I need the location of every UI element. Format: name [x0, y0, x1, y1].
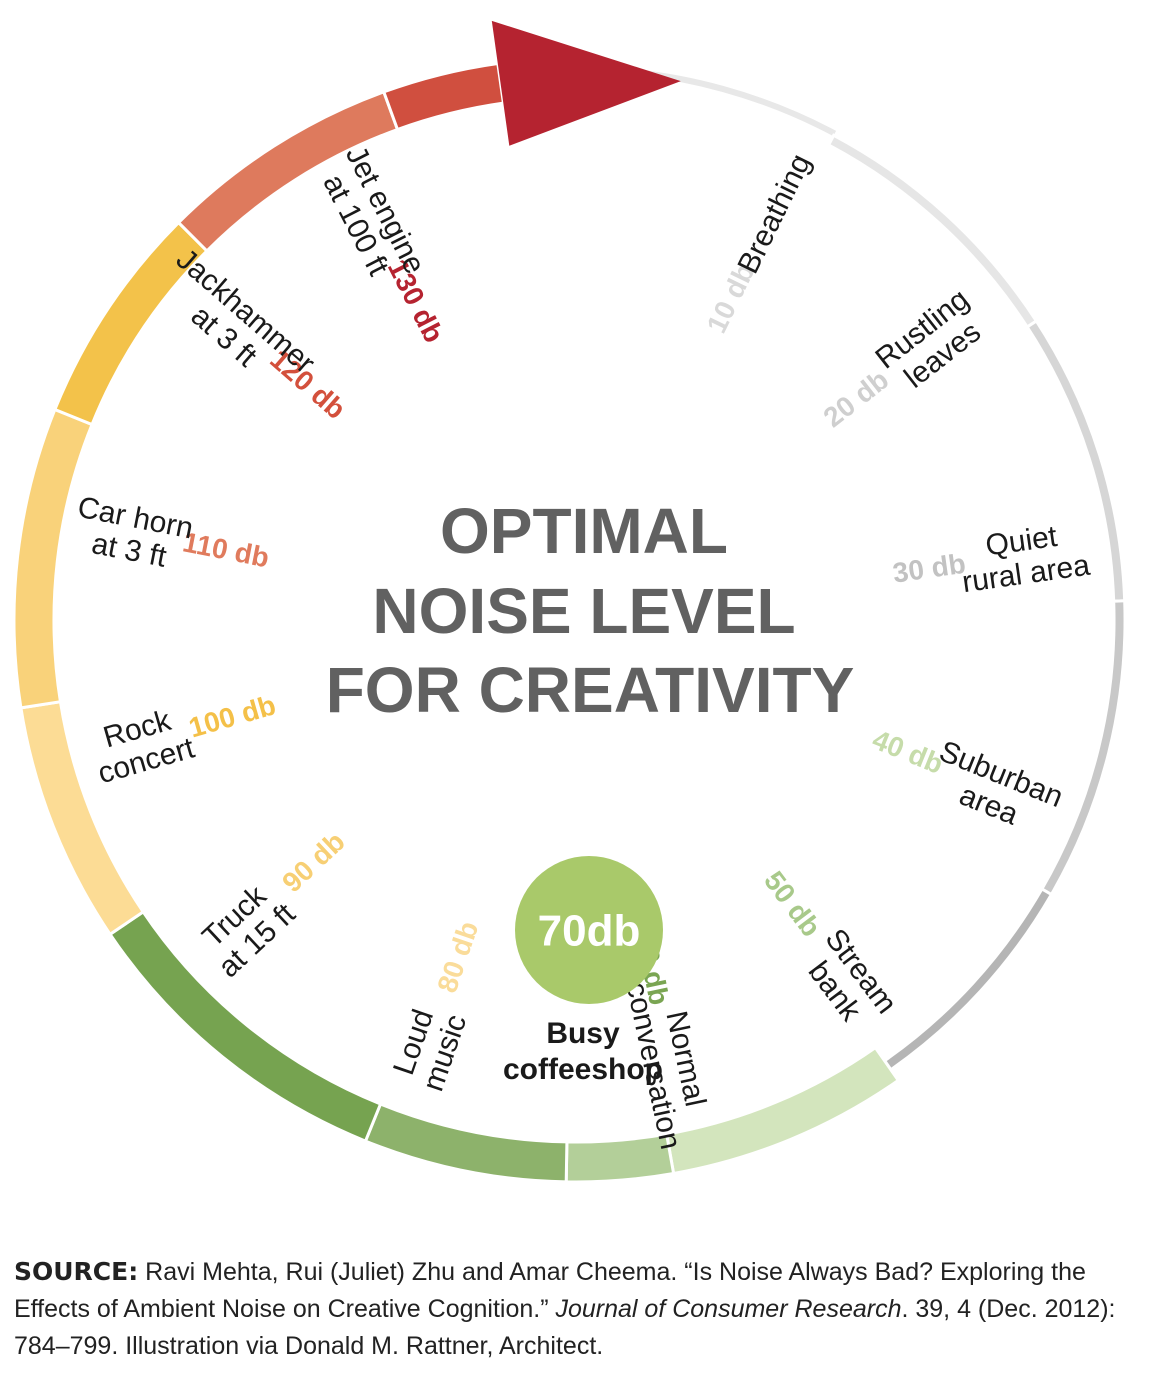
arc-segment-40-db: [882, 886, 1054, 1072]
optimal-label-line-2: coffeeshop: [503, 1053, 663, 1086]
db-value-110-db: 110 db: [180, 526, 271, 573]
db-value-100-db: 100 db: [185, 689, 279, 743]
optimal-level-circle: [515, 856, 663, 1004]
diagram-title: OPTIMAL NOISE LEVEL FOR CREATIVITY: [326, 495, 855, 726]
title-line-3: FOR CREATIVITY: [326, 654, 855, 726]
db-value-40-db: 40 db: [868, 724, 947, 780]
level-label-10-db: Breathing: [732, 149, 818, 279]
title-line-2: NOISE LEVEL: [372, 575, 795, 647]
title-line-1: OPTIMAL: [440, 495, 728, 567]
optimal-level-marker: 70db Busy coffeeshop: [503, 856, 663, 1086]
db-value-80-db: 80 db: [431, 917, 484, 996]
optimal-label-line-1: Busy: [546, 1017, 620, 1050]
source-text-2: . 39, 4 (Dec. 2012): 784–799. Illustrati…: [14, 1295, 1116, 1360]
source-text-1: Ravi Mehta, Rui (Juliet) Zhu and Amar Ch…: [14, 1258, 1086, 1323]
arc-segment-100-db: [12, 407, 94, 710]
optimal-db-value: 70db: [538, 907, 641, 956]
arc-segment-30-db: [1039, 599, 1127, 897]
arc-segment-10-db: [826, 133, 1039, 330]
db-value-30-db: 30 db: [891, 548, 968, 589]
arrow-head: [491, 20, 681, 146]
arc-segment-130-db: [381, 61, 506, 132]
noise-scale-ring: [12, 20, 1127, 1184]
source-journal: Journal of Consumer Research: [555, 1295, 902, 1323]
db-value-20-db: 20 db: [818, 364, 895, 433]
source-citation: SOURCE: Ravi Mehta, Rui (Juliet) Zhu and…: [14, 1253, 1144, 1365]
arc-segment-70-db: [363, 1102, 569, 1184]
level-label-line: Breathing: [732, 149, 818, 279]
db-value-90-db: 90 db: [276, 826, 351, 899]
source-label: SOURCE:: [14, 1257, 139, 1286]
db-value-50-db: 50 db: [758, 865, 827, 942]
